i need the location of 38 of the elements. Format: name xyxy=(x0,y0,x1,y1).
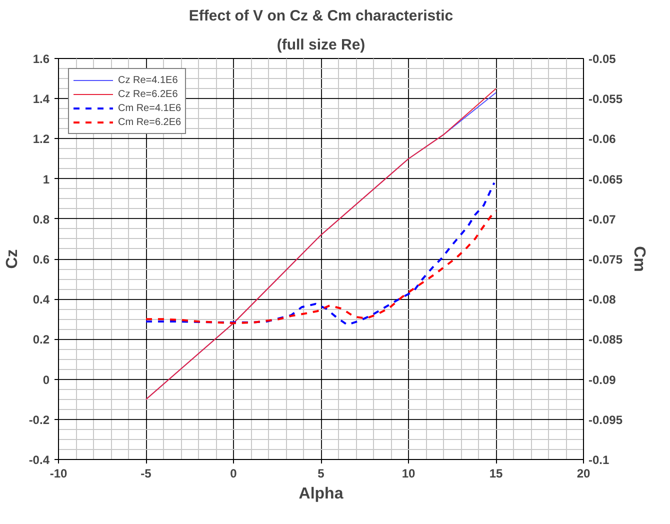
y2-tick-label: -0.09 xyxy=(588,372,616,387)
x-tick-label: 5 xyxy=(318,466,325,480)
y2-tick-label: -0.055 xyxy=(588,92,623,106)
y2-tick-label: -0.095 xyxy=(588,412,623,427)
y-tick-label: 1.6 xyxy=(32,52,50,66)
x-tick-label: 10 xyxy=(402,466,416,480)
y2-tick-label: -0.1 xyxy=(588,453,610,467)
y-tick-label: -0.2 xyxy=(28,412,50,427)
legend-label: Cz Re=6.2E6 xyxy=(118,88,178,101)
x-tick-label: -5 xyxy=(140,466,152,480)
y-tick-label: 1.2 xyxy=(32,132,50,146)
x-axis-title: Alpha xyxy=(298,486,344,502)
legend-label: Cz Re=4.1E6 xyxy=(118,74,178,87)
y2-tick-label: -0.05 xyxy=(588,52,616,66)
y-tick-label: 1 xyxy=(42,172,50,186)
y2-tick-label: -0.065 xyxy=(588,172,623,186)
y-tick-label: 0.6 xyxy=(32,252,50,266)
y2-tick-label: -0.085 xyxy=(588,332,623,347)
y2-tick-label: -0.075 xyxy=(588,252,623,266)
x-tick-label: 15 xyxy=(489,466,503,480)
legend-label: Cm Re=4.1E6 xyxy=(118,102,182,115)
y-tick-label: -0.4 xyxy=(28,453,50,467)
y-tick-label: 0.8 xyxy=(32,212,50,226)
y2-tick-label: -0.06 xyxy=(588,132,616,146)
y-axis-title: Cz xyxy=(4,249,21,269)
y-tick-label: 0.2 xyxy=(32,332,50,347)
legend-label: Cm Re=6.2E6 xyxy=(118,116,182,129)
x-tick-label: 0 xyxy=(230,466,238,480)
chart-title: Effect of V on Cz & Cm characteristic xyxy=(188,8,454,24)
y2-tick-label: -0.08 xyxy=(588,292,616,307)
chart-subtitle: (full size Re) xyxy=(276,36,366,54)
y-tick-label: 1.4 xyxy=(32,92,50,106)
x-tick-label: 20 xyxy=(576,466,590,480)
y-tick-label: 0 xyxy=(42,372,50,387)
y2-tick-label: -0.07 xyxy=(588,212,616,226)
x-tick-label: -10 xyxy=(50,466,68,480)
y2-axis-title: Cm xyxy=(630,246,648,272)
y-tick-label: 0.4 xyxy=(32,292,50,307)
